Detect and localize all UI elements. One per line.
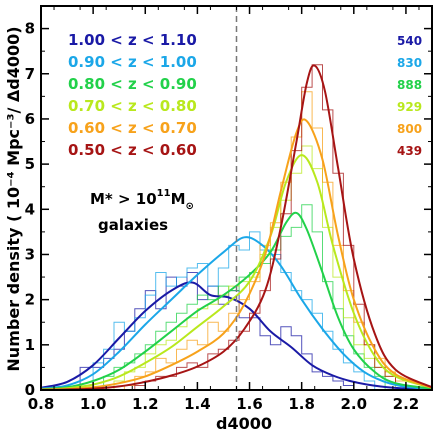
legend-count-series-4: 929: [397, 100, 422, 114]
y-tick-label: 2: [25, 291, 35, 309]
x-tick-label: 1.2: [132, 395, 159, 413]
y-tick-label: 7: [25, 65, 35, 83]
legend-count-series-6: 439: [397, 144, 422, 158]
density-curve-series-6: [40, 64, 433, 391]
mass-annotation: M* > 1011M⊙ galaxies: [90, 188, 194, 234]
legend-count-series-1: 540: [397, 34, 422, 48]
x-axis-title: d4000: [216, 414, 272, 433]
density-curves-layer: [40, 64, 433, 391]
annotation-mass-symbol: M: [171, 190, 186, 208]
legend: 1.00 < z < 1.10 540 0.90 < z < 1.00 830 0.80…: [68, 31, 422, 159]
density-curve-series-3: [40, 211, 433, 391]
x-tick-label: 2.0: [341, 395, 368, 413]
y-tick-label: 1: [25, 336, 35, 354]
legend-count-series-2: 830: [397, 56, 422, 70]
svg-text:M* > 1011M⊙: M* > 1011M⊙: [90, 188, 194, 212]
x-tick-label: 1.8: [288, 395, 315, 413]
histogram-series-4: [113, 145, 396, 390]
y-tick-label: 5: [25, 155, 35, 173]
histogram-series-2: [92, 231, 376, 390]
legend-label-series-3: 0.80 < z < 0.90: [68, 75, 197, 93]
density-curve-series-5: [40, 118, 433, 391]
legend-label-series-5: 0.60 < z < 0.70: [68, 119, 197, 137]
annotation-exponent: 11: [157, 188, 171, 199]
legend-count-series-3: 888: [397, 78, 422, 92]
y-tick-label: 0: [25, 381, 35, 399]
y-axis-title: Number density ( 10⁻⁴ Mpc⁻³/ Δd4000): [4, 26, 23, 371]
solar-symbol: ⊙: [186, 201, 194, 212]
y-tick-label: 4: [25, 200, 35, 218]
y-tick-label: 8: [25, 20, 35, 38]
y-tick-label: 3: [25, 245, 35, 263]
x-tick-label: 1.6: [236, 395, 263, 413]
axis-ticks: 0.8 1.0 1.2 1.4 1.6 1.8 2.0 2.2 0 1 2 3 4 5 6 7 8: [25, 6, 432, 413]
density-curve-series-2: [40, 236, 433, 391]
histogram-series-3: [103, 204, 386, 390]
x-tick-label: 2.2: [393, 395, 420, 413]
x-tick-label: 1.4: [184, 395, 211, 413]
x-tick-label: 0.8: [28, 395, 55, 413]
histogram-series-6: [134, 64, 407, 390]
y-tick-label: 6: [25, 110, 35, 128]
legend-label-series-2: 0.90 < z < 1.00: [68, 53, 197, 71]
annotation-prefix: M* > 10: [90, 190, 157, 208]
legend-label-series-6: 0.50 < z < 0.60: [68, 141, 197, 159]
histogram-layer: [79, 64, 407, 391]
legend-label-series-1: 1.00 < z < 1.10: [68, 31, 197, 49]
density-curve-series-4: [40, 154, 433, 391]
legend-label-series-4: 0.70 < z < 0.80: [68, 97, 197, 115]
x-tick-label: 1.0: [80, 395, 107, 413]
annotation-line2: galaxies: [98, 216, 168, 234]
legend-count-series-5: 800: [397, 122, 422, 136]
density-curve-series-1: [40, 281, 433, 391]
